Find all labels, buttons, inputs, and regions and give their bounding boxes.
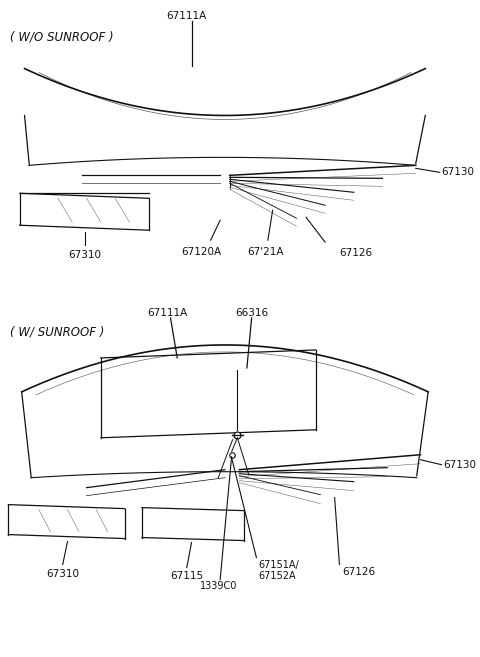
Text: 67111A: 67111A xyxy=(147,308,188,318)
Text: 67151A/: 67151A/ xyxy=(258,560,299,570)
Text: ( W/O SUNROOF ): ( W/O SUNROOF ) xyxy=(10,31,114,43)
Text: 67111A: 67111A xyxy=(167,11,207,20)
Text: 67310: 67310 xyxy=(46,570,79,579)
Text: 67126: 67126 xyxy=(342,568,375,578)
Text: 67310: 67310 xyxy=(68,250,101,260)
Text: 66316: 66316 xyxy=(235,308,268,318)
Text: 67120A: 67120A xyxy=(181,247,221,257)
Text: 1339C0: 1339C0 xyxy=(200,581,237,591)
Text: 67130: 67130 xyxy=(442,168,475,177)
Text: 67115: 67115 xyxy=(170,572,204,581)
Text: 67'21A: 67'21A xyxy=(248,247,284,257)
Text: 67152A: 67152A xyxy=(258,572,296,581)
Text: 67130: 67130 xyxy=(444,460,477,470)
Text: 67126: 67126 xyxy=(339,248,372,258)
Text: ( W/ SUNROOF ): ( W/ SUNROOF ) xyxy=(10,325,105,338)
